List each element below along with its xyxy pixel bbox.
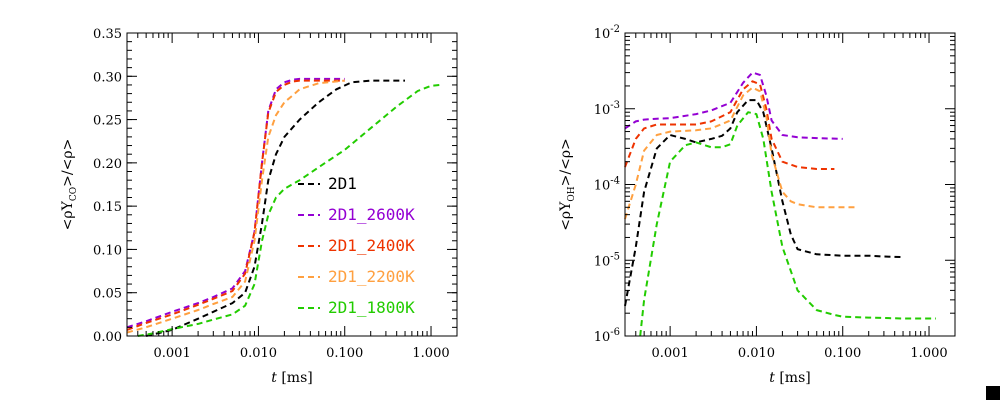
legend-label: 2D1_2400K — [328, 236, 415, 255]
x-tick-label: 0.100 — [824, 346, 861, 361]
y-tick-label: 0.20 — [93, 157, 122, 172]
left-panel-co: 0.001 0.010 0.100 1.000 0.00 0.05 0.10 0.15 0.20… — [60, 27, 458, 386]
y-tick-label: 10-4 — [594, 176, 620, 194]
x-axis-title: t [ms] — [769, 370, 810, 386]
series-line-2d1_2600k — [624, 71, 843, 140]
y-tick-label: 0.10 — [93, 243, 122, 258]
x-tick-label: 0.010 — [240, 346, 277, 361]
y-axis-title: <ρYCO>/<ρ> — [60, 139, 79, 231]
x-tick-label: 0.001 — [154, 346, 191, 361]
legend-label: 2D1_1800K — [328, 298, 415, 317]
x-tick-label: 0.010 — [738, 346, 775, 361]
series-line-2d1_2600k — [126, 77, 345, 329]
legend-label: 2D1_2600K — [328, 205, 415, 224]
series-line-2d1_2400k — [126, 79, 345, 331]
x-tick-label: 1.000 — [910, 346, 947, 361]
x-tick-label: 0.100 — [326, 346, 363, 361]
y-tick-label: 10-3 — [594, 100, 620, 118]
y-tick-label: 0.05 — [93, 287, 122, 302]
series-line-2d1 — [624, 99, 904, 307]
right-panel-oh: 0.001 0.010 0.100 1.000 10-6 10-5 10-4 10-3 10-2… — [558, 24, 956, 386]
plot-frame — [624, 32, 956, 337]
legend-label: 2D1 — [328, 174, 357, 193]
series-line-2d1_2200k — [624, 86, 858, 220]
series-line-2d1_2400k — [624, 80, 835, 170]
series-line-2d1 — [145, 79, 405, 337]
plot-frame — [126, 32, 458, 337]
y-tick-label: 10-6 — [594, 327, 620, 345]
series-line-2d1_2200k — [126, 79, 345, 334]
legend: 2D1 2D1_2600K 2D1_2400K 2D1_2200K 2D1_1800K — [298, 174, 415, 317]
x-tick-label: 1.000 — [412, 346, 449, 361]
y-tick-label: 10-5 — [594, 251, 620, 269]
series-line-2d1_1800k — [639, 111, 936, 337]
y-tick-label: 10-2 — [594, 24, 620, 42]
series-line-2d1_1800k — [137, 83, 441, 337]
y-axis-title: <ρYOH>/<ρ> — [558, 138, 577, 231]
legend-label: 2D1_2200K — [328, 267, 415, 286]
y-tick-label: 0.35 — [93, 27, 122, 42]
y-tick-label: 0.30 — [93, 70, 122, 85]
y-tick-label: 0.15 — [93, 200, 122, 215]
corner-marker — [986, 386, 1000, 400]
y-tick-label: 0.25 — [93, 114, 122, 129]
x-axis-title: t [ms] — [271, 370, 312, 386]
y-tick-label: 0.00 — [93, 330, 122, 345]
x-tick-label: 0.001 — [652, 346, 689, 361]
